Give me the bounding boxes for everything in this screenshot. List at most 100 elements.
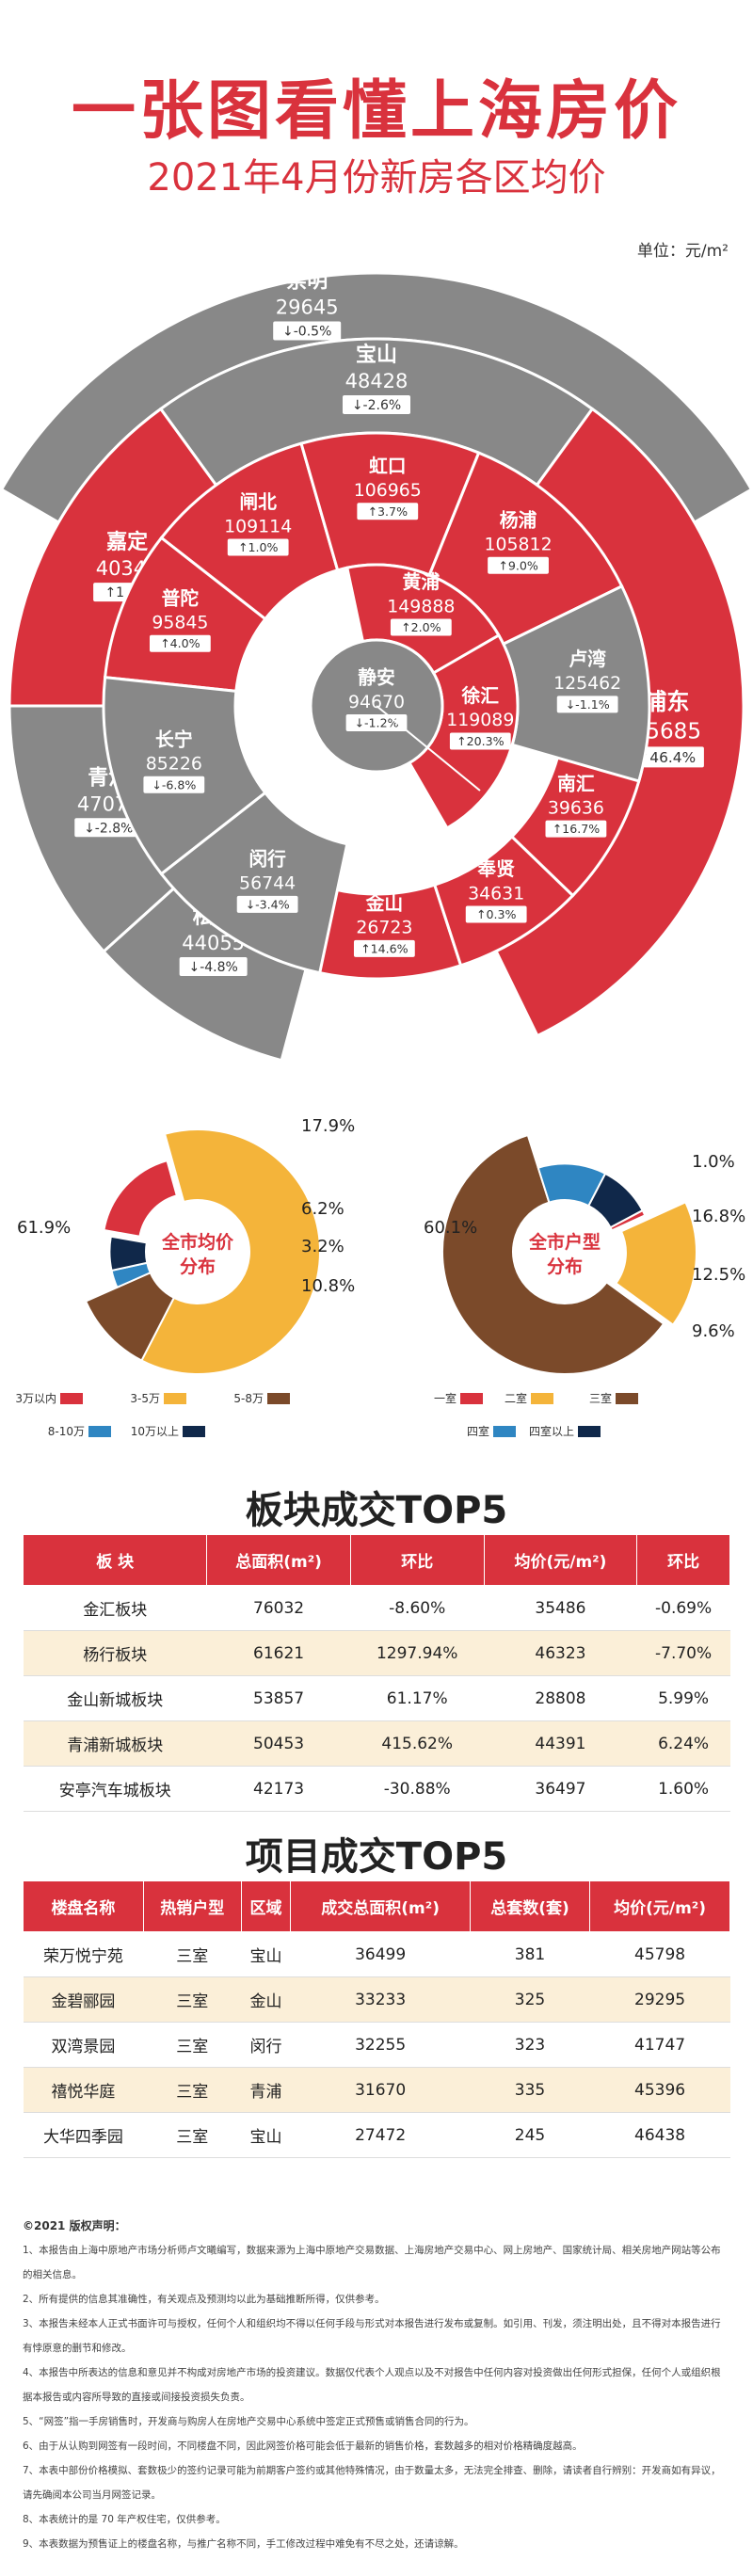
district-changning-arc [102, 676, 267, 876]
table-cell: 41747 [589, 2022, 730, 2068]
table-cell: 1297.94% [350, 1630, 485, 1676]
district-fengxian: 奉贤 34631 ↑0.3% [432, 834, 575, 968]
table-cell: 415.62% [350, 1720, 485, 1767]
district-jinshan: 金山 26723 ↑14.6% [304, 883, 463, 981]
district-change-badge [449, 732, 511, 750]
district-price: 26723 [356, 918, 412, 938]
district-price: 94670 [348, 692, 405, 712]
pie-slice-label: 6.2% [301, 1199, 344, 1219]
table-cell: 三室 [143, 2022, 242, 2068]
table-cell: 5.99% [636, 1675, 730, 1721]
table-cell: 45396 [589, 2067, 730, 2113]
district-price: 85226 [146, 754, 202, 775]
district-price: 125462 [553, 673, 621, 694]
table-header-cell: 均价(元/m²) [589, 1880, 730, 1932]
district-price: 34631 [468, 883, 524, 904]
legend-label: 一室 [434, 1391, 457, 1405]
table-cell: 金碧郦园 [23, 1976, 144, 2023]
district-change: ↓-1.2% [354, 716, 398, 730]
district-putuo-arc [103, 536, 267, 693]
legend-swatch [60, 1393, 83, 1404]
unit-label: 单位：元/m² [636, 242, 729, 261]
table-cell: 27472 [290, 2112, 471, 2158]
table-header-cell: 板 块 [22, 1534, 208, 1586]
table-cell: -0.69% [636, 1585, 730, 1631]
district-name: 宝山 [356, 343, 397, 367]
declaration-item: 3、本报告未经本人正式书面许可与授权，任何个人和组织均不得以任何手段与形式对本报… [23, 2318, 721, 2354]
table-cell: 45798 [589, 1931, 730, 1977]
district-change-badge [488, 556, 549, 574]
table-cell: 1.60% [636, 1766, 730, 1812]
legend-label: 8-10万 [48, 1425, 85, 1438]
table-cell: -7.70% [636, 1630, 730, 1676]
district-change: ↑3.7% [367, 504, 408, 519]
table-cell: 44391 [484, 1720, 637, 1767]
declaration-item: 7、本表中部份价格模拟、套数极少的签约记录可能为前期客户签约或其他特殊情况，由于… [23, 2465, 721, 2501]
table-cell: 大华四季园 [23, 2112, 144, 2158]
district-change-badge [390, 618, 452, 636]
copyright-declaration: ©2021 版权声明： 1、本报告由上海中原地产市场分析师卢文曦编写，数据来源为… [23, 2214, 730, 2556]
district-change: ↑1.0% [238, 540, 279, 554]
declaration-item: 9、本表数据为预售证上的楼盘名称，与推广名称不同，手工修改过程中难免有不尽之处，… [23, 2538, 464, 2550]
district-price-sunburst: 崇明29645↓-0.5%宝山48428↓-2.6%嘉定40343↑1.7%青浦… [0, 269, 753, 1063]
table-cell: -30.88% [350, 1766, 485, 1812]
table-header-cell: 均价(元/m²) [483, 1534, 638, 1586]
table-cell: 金汇板块 [23, 1585, 207, 1631]
table-cell: 33233 [290, 1976, 471, 2023]
table-cell: 32255 [290, 2022, 471, 2068]
district-change-badge [179, 957, 248, 977]
legend-swatch [616, 1393, 638, 1404]
legend-swatch [183, 1426, 205, 1437]
block-top5-title: 板块成交TOP5 [245, 1489, 508, 1532]
table-cell: 三室 [143, 2067, 242, 2113]
pie-hole [146, 1200, 249, 1304]
table-cell: 42173 [206, 1766, 351, 1812]
pie-center-title: 分布 [180, 1256, 216, 1277]
legend-label: 5-8万 [233, 1392, 264, 1405]
district-change: ↑20.3% [457, 734, 505, 748]
district-putuo: 普陀 95845 ↑4.0% [103, 536, 267, 693]
district-name: 徐汇 [461, 685, 500, 707]
table-row: 青浦新城板块 50453 415.62% 44391 6.24% [23, 1720, 730, 1767]
pie-slice-label: 16.8% [692, 1207, 745, 1226]
table-row: 金碧郦园 三室 金山 33233 325 29295 [23, 1976, 730, 2023]
table-cell: 荣万悦宁苑 [23, 1931, 144, 1977]
district-change-badge [273, 321, 342, 341]
table-row: 金山新城板块 53857 61.17% 28808 5.99% [23, 1675, 730, 1721]
legend-swatch [88, 1426, 111, 1437]
table-cell: 35486 [484, 1585, 637, 1631]
table-cell: 31670 [290, 2067, 471, 2113]
project-top5-title: 项目成交TOP5 [245, 1835, 508, 1879]
table-cell: 36497 [484, 1766, 637, 1812]
table-header-cell: 热销户型 [142, 1880, 242, 1932]
district-change: ↓-2.8% [84, 821, 133, 836]
table-cell: 29295 [589, 1976, 730, 2023]
table-cell: 381 [470, 1931, 590, 1977]
district-minhang: 闵行 56744 ↓-3.4% [159, 791, 349, 975]
district-change-badge [353, 939, 415, 957]
table-header-cell: 楼盘名称 [23, 1880, 144, 1932]
district-nanhui-arc [509, 743, 646, 898]
district-change: ↓-3.4% [246, 897, 290, 911]
table-row: 大华四季园 三室 宝山 27472 245 46438 [23, 2112, 730, 2158]
pie-center-title: 全市均价 [161, 1231, 234, 1253]
table-row: 杨行板块 61621 1297.94% 46323 -7.70% [23, 1630, 730, 1676]
district-price: 109114 [224, 516, 292, 536]
district-fengxian-arc [432, 834, 575, 968]
table-cell: 245 [470, 2112, 590, 2158]
district-name: 嘉定 [106, 530, 148, 554]
district-price: 29645 [276, 296, 339, 318]
pie-slice-label: 10.8% [301, 1276, 355, 1296]
table-row: 金汇板块 76032 -8.60% 35486 -0.69% [23, 1585, 730, 1631]
block-top5-table: 板 块总面积(m²) 环比 均价(元/m²) 环比 金汇板块 76032 -8.60% 35… [22, 1534, 730, 1812]
table-cell: 杨行板块 [23, 1630, 207, 1676]
district-change-badge [357, 503, 419, 520]
district-change: ↑2.0% [401, 620, 441, 634]
pie-slice-label: 9.6% [692, 1321, 735, 1341]
table-cell: 50453 [206, 1720, 351, 1767]
legend-label: 3万以内 [15, 1392, 56, 1405]
district-change: ↑46.4% [637, 749, 696, 766]
district-name: 浦东 [644, 689, 689, 715]
legend-swatch [460, 1393, 483, 1404]
table-cell: 61.17% [350, 1675, 485, 1721]
